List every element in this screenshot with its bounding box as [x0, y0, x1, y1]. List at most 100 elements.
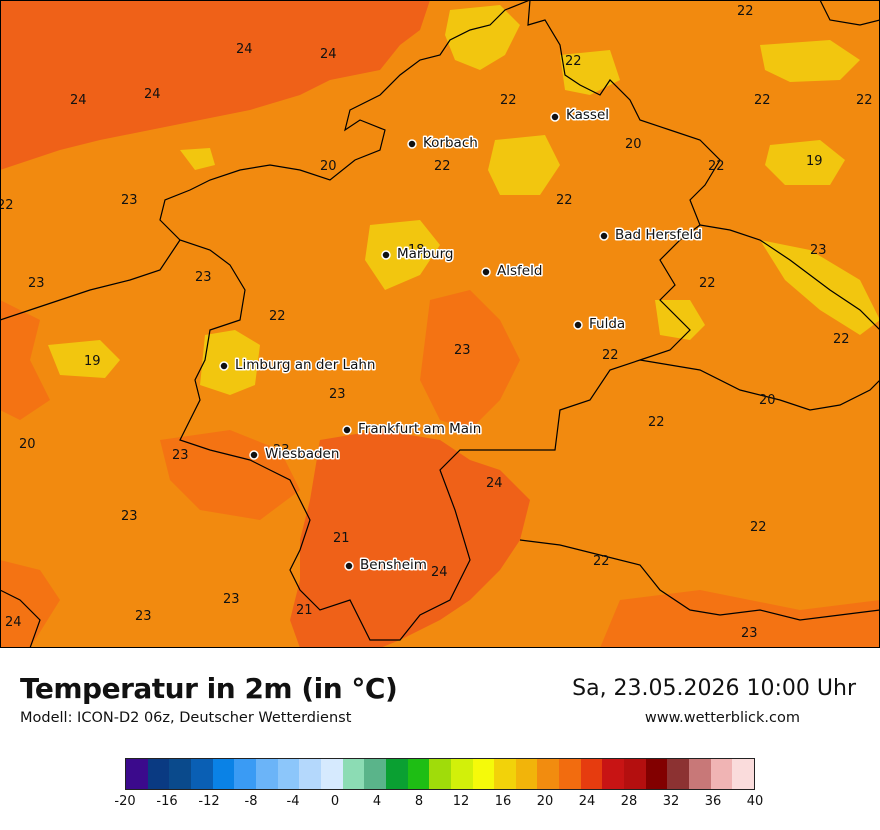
temperature-value: 19	[84, 354, 101, 369]
temperature-value: 22	[754, 93, 771, 108]
city-label: Bensheim	[360, 557, 427, 573]
temperature-value: 22	[699, 276, 716, 291]
temperature-value: 22	[565, 54, 582, 69]
legend-tick-label: 12	[452, 794, 470, 809]
cool-zone-kassel	[560, 50, 620, 95]
legend-tick-label: 8	[414, 794, 424, 809]
color-scale-legend	[125, 758, 755, 790]
legend-color-box	[515, 759, 538, 789]
temperature-value: 21	[296, 603, 313, 618]
city-fulda[interactable]: Fulda	[573, 315, 627, 334]
country-border-south	[519, 539, 880, 621]
city-label: Korbach	[423, 135, 478, 151]
city-label: Wiesbaden	[265, 446, 339, 462]
city-wiesbaden[interactable]: Wiesbaden	[249, 445, 341, 464]
city-label: Marburg	[397, 246, 453, 262]
temperature-value: 23	[135, 609, 152, 624]
legend-color-box	[320, 759, 343, 789]
legend-color-box	[385, 759, 408, 789]
city-frankfurt[interactable]: Frankfurt am Main	[342, 420, 483, 439]
legend-color-box	[190, 759, 213, 789]
temperature-value: 23	[454, 343, 471, 358]
city-kassel[interactable]: Kassel	[550, 106, 611, 125]
warm-zone-mid	[160, 430, 300, 520]
legend-tick-label: -12	[198, 794, 220, 809]
cool-zone-limburg-b	[200, 330, 260, 395]
cool-zone-limburg-a	[48, 340, 120, 378]
temperature-value: 22	[856, 93, 873, 108]
legend-tick-label: -8	[244, 794, 258, 809]
legend-color-box	[429, 759, 451, 789]
temperature-value: 23	[741, 626, 758, 641]
temperature-value: 23	[329, 387, 346, 402]
temperature-value: 20	[19, 437, 36, 452]
temperature-value: 22	[593, 554, 610, 569]
legend-tick-label: 36	[704, 794, 722, 809]
legend-color-box	[732, 759, 755, 789]
legend-color-box	[342, 759, 365, 789]
website-link[interactable]: www.wetterblick.com	[644, 710, 800, 726]
temperature-value: 22	[708, 159, 725, 174]
warm-zone-center	[420, 290, 520, 430]
city-markers: Kassel Korbach Bad Hersfeld Marburg Alsf…	[219, 106, 703, 575]
legend-color-box	[537, 759, 560, 789]
cool-zone-east	[765, 140, 845, 185]
legend-color-box	[472, 759, 495, 789]
temperature-value: 19	[806, 154, 823, 169]
temperature-value: 20	[625, 137, 642, 152]
legend-color-box	[450, 759, 473, 789]
temperature-value: 22	[500, 93, 517, 108]
temperature-value: 23	[172, 448, 189, 463]
temperature-value: 22	[648, 415, 665, 430]
legend-color-box	[364, 759, 386, 789]
warm-zone-northwest	[0, 0, 430, 170]
cool-zone-northeast	[760, 40, 860, 82]
legend-color-box	[255, 759, 278, 789]
model-source: Modell: ICON-D2 06z, Deutscher Wetterdie…	[20, 710, 352, 726]
city-alsfeld[interactable]: Alsfeld	[481, 262, 544, 281]
warm-zone-south	[290, 430, 530, 648]
city-korbach[interactable]: Korbach	[407, 134, 479, 153]
warm-zone-southwest	[0, 560, 60, 648]
legend-tick-label: 40	[746, 794, 764, 809]
temperature-value: 23	[810, 243, 827, 258]
cool-zone-marburg	[365, 220, 440, 290]
country-border-west	[0, 239, 181, 648]
legend-tick-label: 20	[536, 794, 554, 809]
city-limburg[interactable]: Limburg an der Lahn	[219, 356, 377, 375]
temperature-value: 23	[121, 193, 138, 208]
legend-tick-label: 0	[330, 794, 340, 809]
cool-zone-rhoen	[760, 240, 880, 335]
legend-color-box	[147, 759, 170, 789]
legend-tick-label: 4	[372, 794, 382, 809]
city-label: Bad Hersfeld	[615, 227, 702, 243]
temperature-value: 24	[236, 42, 253, 57]
legend-color-box	[710, 759, 733, 789]
temperature-value: 24	[144, 87, 161, 102]
legend-color-box	[299, 759, 321, 789]
country-border-east	[639, 224, 880, 411]
city-bensheim[interactable]: Bensheim	[344, 556, 428, 575]
city-bad-hersfeld[interactable]: Bad Hersfeld	[599, 226, 703, 245]
temperature-value: 23	[121, 509, 138, 524]
temperature-value: 22	[750, 520, 767, 535]
temperature-value: 22	[602, 348, 619, 363]
cool-zone-small	[180, 148, 215, 170]
legend-color-box	[624, 759, 646, 789]
city-label: Kassel	[566, 107, 609, 123]
northeast-border	[819, 0, 880, 26]
warm-zone-west	[0, 300, 50, 420]
temperature-values: 22 24 24 24 24 22 22 22 22 20 22 22 19 2…	[0, 4, 873, 641]
map-footer: Temperatur in 2m (in °C) Modell: ICON-D2…	[0, 648, 880, 830]
forecast-datetime: Sa, 23.05.2026 10:00 Uhr	[572, 676, 856, 701]
legend-color-box	[234, 759, 256, 789]
city-marburg[interactable]: Marburg	[381, 245, 455, 264]
temperature-value: 22	[434, 159, 451, 174]
temperature-value: 24	[486, 476, 503, 491]
warm-zone-southeast	[600, 590, 880, 648]
temperature-value: 23	[223, 592, 240, 607]
legend-color-box	[169, 759, 191, 789]
temperature-value: 24	[431, 565, 448, 580]
legend-tick-label: -16	[156, 794, 178, 809]
temperature-value: 22	[556, 193, 573, 208]
